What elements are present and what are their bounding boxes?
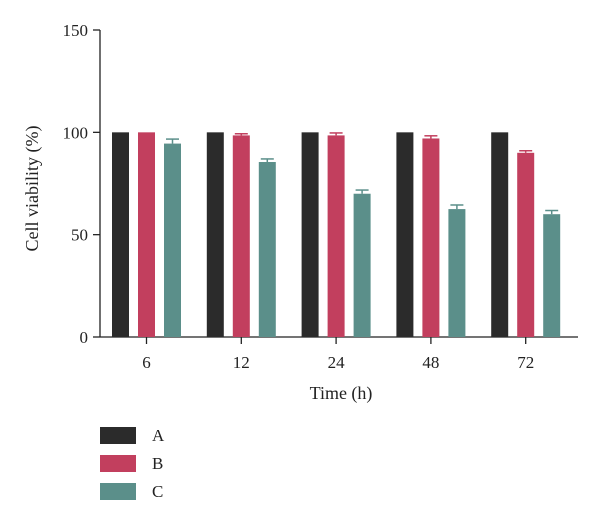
legend-swatch-B [100,455,136,472]
y-tick-label: 50 [71,226,88,245]
bar-C-12 [258,162,276,337]
x-tick-label: 12 [233,353,250,372]
bar-B-48 [422,138,440,337]
legend-label-C: C [152,482,163,501]
legend-swatch-A [100,427,136,444]
bar-A-12 [206,132,224,337]
y-tick-label: 0 [80,328,89,347]
legend-label-A: A [152,426,165,445]
bar-C-72 [543,214,561,337]
legend-label-B: B [152,454,163,473]
bar-A-72 [491,132,509,337]
x-tick-label: 48 [422,353,439,372]
bar-B-12 [232,135,250,337]
bars [112,132,561,337]
x-axis-title: Time (h) [310,383,373,404]
axes: 0 50 100 150 Cell viability (%) 6 12 24 48 72 Time… [22,21,578,404]
bar-A-48 [396,132,414,337]
bar-B-6 [138,132,155,337]
bar-B-72 [517,152,535,337]
y-axis-title: Cell viability (%) [22,126,43,252]
x-tick-label: 24 [328,353,346,372]
bar-C-24 [353,193,371,337]
legend: ABC [100,426,165,501]
x-tick-label: 72 [517,353,534,372]
bar-A-6 [112,132,129,337]
legend-swatch-C [100,483,136,500]
bar-A-24 [301,132,319,337]
y-tick-label: 100 [63,123,89,142]
bar-C-48 [448,209,466,337]
bar-B-24 [327,135,345,337]
y-tick-label: 150 [63,21,89,40]
x-tick-label: 6 [142,353,151,372]
bar-C-6 [164,143,181,337]
